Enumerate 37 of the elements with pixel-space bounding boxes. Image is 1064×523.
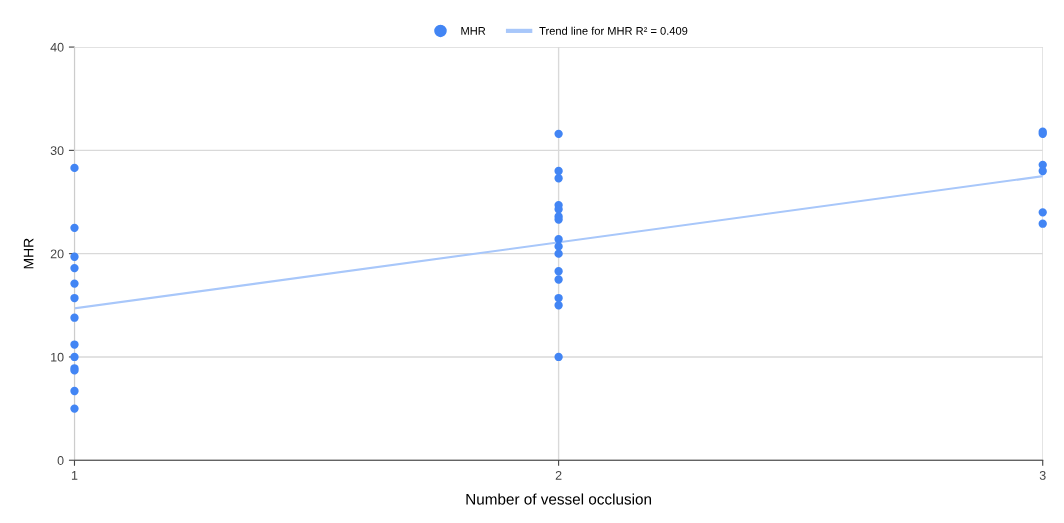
point [70, 340, 79, 349]
point [554, 235, 563, 244]
point [554, 267, 563, 276]
point [554, 129, 563, 138]
point [70, 263, 79, 273]
point [1038, 208, 1047, 217]
point [554, 166, 563, 176]
x-tick-label: 1 [71, 471, 78, 480]
point [70, 313, 79, 322]
y-tick-label: 0 [57, 456, 64, 465]
point [70, 252, 79, 261]
point [554, 249, 563, 258]
point [70, 404, 79, 413]
legend-label: Trend line for MHR R² = 0.409 [539, 26, 688, 35]
x-tick-label: 3 [1039, 470, 1046, 480]
y-tick-label: 10 [51, 352, 64, 362]
point [554, 275, 563, 284]
point [1038, 166, 1047, 176]
point [70, 279, 79, 288]
point [1038, 219, 1047, 228]
point [70, 386, 79, 396]
legend-label: MHR [461, 27, 486, 35]
point [554, 301, 563, 310]
point [70, 223, 79, 232]
y-tick-label: 40 [50, 42, 64, 52]
point [70, 163, 79, 173]
y-tick-label: 20 [50, 249, 64, 259]
y-tick-label: 30 [50, 146, 64, 156]
x-tick-label: 2 [555, 470, 562, 480]
point [554, 242, 563, 251]
y-axis-title: MHR [23, 238, 34, 269]
point [554, 174, 563, 183]
point [70, 352, 79, 362]
x-axis-title: Number of vessel occlusion [466, 493, 652, 505]
point [554, 352, 563, 362]
point [70, 293, 79, 303]
point [554, 293, 563, 303]
